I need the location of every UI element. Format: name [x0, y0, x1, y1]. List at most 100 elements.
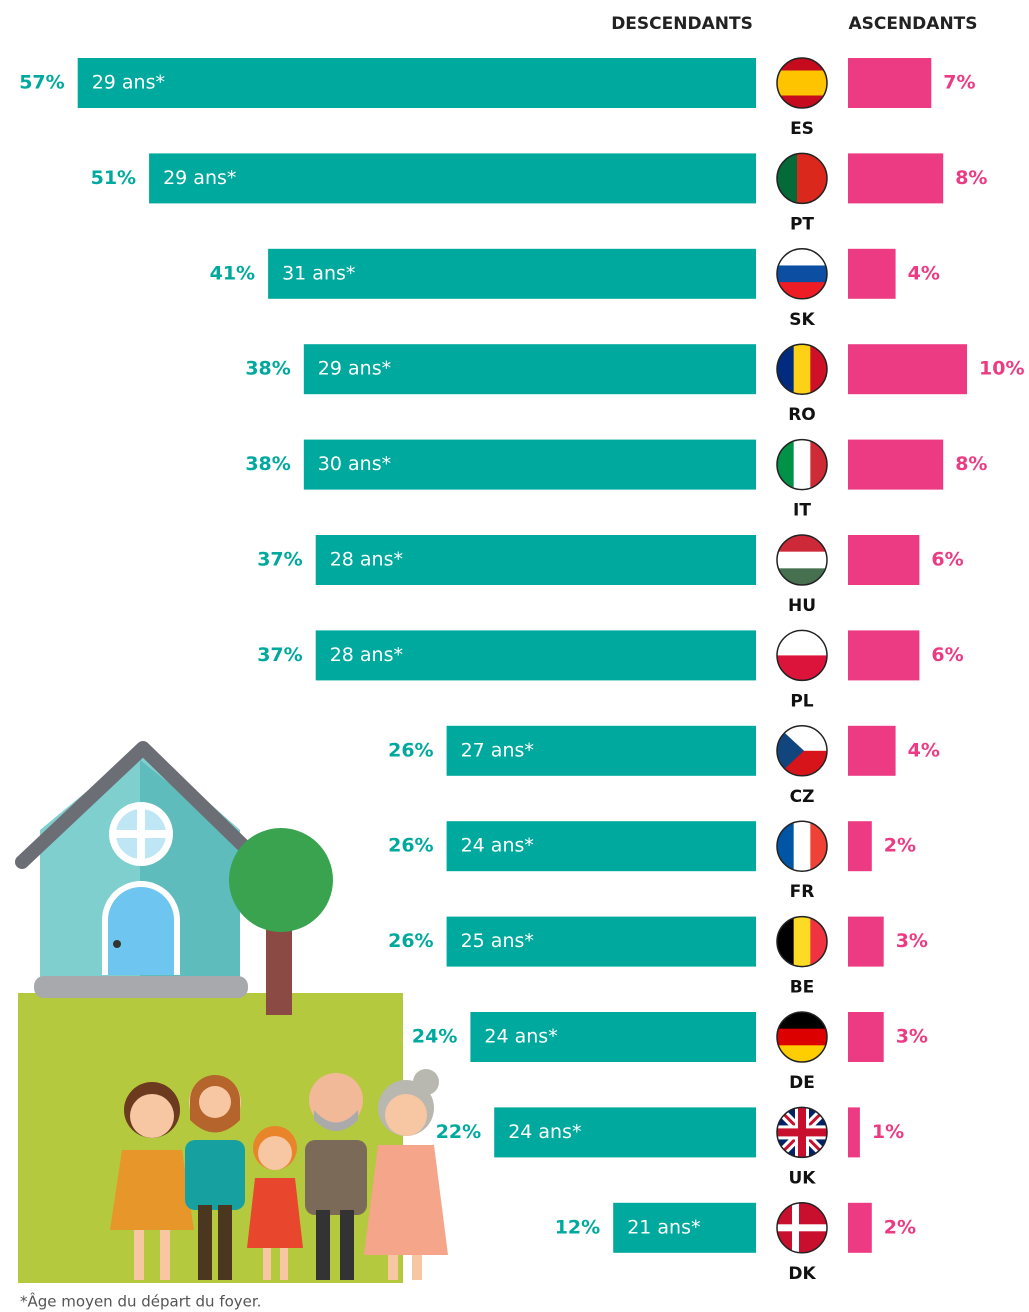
- flag-border: [776, 820, 828, 872]
- category-label: IT: [793, 501, 811, 521]
- flag-border: [776, 1202, 828, 1254]
- flag-border: [776, 1106, 828, 1159]
- value-label: 6%: [931, 549, 963, 571]
- flag-stripe: [777, 70, 827, 84]
- value-label: 4%: [908, 739, 940, 761]
- bar-label: 29 ans*: [92, 72, 165, 94]
- flag-stripe: [793, 916, 811, 967]
- bar: [848, 1202, 872, 1253]
- flag-stripe: [777, 344, 795, 395]
- flag-stripe: [777, 265, 827, 283]
- flag-stripe: [777, 282, 827, 299]
- flag-stripe: [777, 153, 788, 204]
- flag: [777, 1107, 827, 1158]
- flag-stripe: [777, 916, 795, 967]
- value-label: 26%: [388, 739, 433, 761]
- bar: [848, 344, 967, 395]
- value-label: 41%: [210, 262, 255, 284]
- footnote: *Âge moyen du départ du foyer.: [20, 1292, 261, 1311]
- bar: [303, 344, 756, 395]
- bar: [268, 248, 756, 299]
- value-label: 26%: [388, 835, 433, 857]
- bar: [848, 1012, 884, 1062]
- flag-stripe: [777, 535, 827, 553]
- value-label: 3%: [896, 930, 928, 952]
- flag-stripe: [777, 655, 827, 681]
- flag-border: [776, 57, 828, 109]
- flag: [777, 248, 827, 299]
- bar-label: 24 ans*: [461, 835, 534, 857]
- flag-stripe: [777, 95, 827, 108]
- category-label: SK: [789, 310, 815, 330]
- bar: [848, 630, 920, 681]
- category-label: HU: [788, 596, 816, 616]
- flag-stripe: [777, 83, 827, 96]
- bar-label: 29 ans*: [163, 167, 236, 189]
- series-header: ASCENDANTS: [848, 14, 977, 34]
- category-label: RO: [788, 405, 816, 425]
- flag: [777, 1012, 827, 1062]
- value-label: 6%: [931, 644, 963, 666]
- value-label: 38%: [245, 358, 290, 380]
- bar: [77, 58, 756, 108]
- value-label: 37%: [257, 549, 302, 571]
- flag-border: [776, 725, 828, 777]
- category-label: CZ: [790, 787, 815, 807]
- value-label: 4%: [908, 262, 940, 284]
- flag: [777, 153, 827, 204]
- bar: [848, 725, 896, 776]
- value-label: 57%: [19, 72, 64, 94]
- flag-shape: [777, 1128, 827, 1137]
- value-label: 2%: [884, 835, 916, 857]
- flag-border: [776, 248, 828, 300]
- bar: [315, 630, 756, 681]
- category-label: UK: [789, 1168, 817, 1188]
- flag: [777, 58, 827, 108]
- series-header: DESCENDANTS: [611, 14, 753, 34]
- flag-stripe: [793, 344, 811, 395]
- flag-stripe: [777, 248, 827, 266]
- flag-border: [776, 534, 828, 586]
- flag-stripe: [777, 551, 827, 569]
- flag: [777, 916, 827, 967]
- category-label: ES: [790, 119, 814, 139]
- category-label: DE: [789, 1073, 815, 1093]
- flag-stripe: [793, 821, 811, 872]
- category-label: BE: [790, 978, 815, 998]
- flag-border: [776, 915, 828, 968]
- bar: [848, 58, 932, 108]
- bar: [848, 535, 920, 585]
- bar: [303, 439, 756, 490]
- flag-border: [776, 438, 828, 491]
- bar: [446, 725, 756, 776]
- value-label: 2%: [884, 1216, 916, 1238]
- category-label: PL: [790, 691, 813, 711]
- bar-label: 21 ans*: [627, 1216, 700, 1238]
- category-label: FR: [790, 882, 815, 902]
- flag: [777, 344, 827, 395]
- bar-label: 24 ans*: [484, 1026, 557, 1048]
- bar-label: 28 ans*: [330, 644, 403, 666]
- bar: [446, 821, 756, 872]
- flag-shape: [777, 725, 804, 776]
- flag-stripe: [810, 439, 827, 490]
- bar: [149, 153, 757, 204]
- value-label: 10%: [979, 358, 1024, 380]
- value-label: 12%: [555, 1216, 600, 1238]
- bar-label: 27 ans*: [461, 739, 534, 761]
- flag: [777, 535, 827, 585]
- flag-stripe: [793, 439, 811, 490]
- bar-label: 30 ans*: [318, 453, 391, 475]
- flag-shape: [777, 1224, 827, 1232]
- bar: [848, 439, 944, 490]
- bar: [446, 916, 756, 967]
- flag-stripe: [807, 153, 818, 204]
- bar: [470, 1012, 756, 1062]
- value-label: 1%: [872, 1121, 904, 1143]
- flag: [777, 439, 827, 490]
- flag: [777, 1202, 827, 1253]
- flag-border: [776, 343, 828, 395]
- bar-label: 24 ans*: [508, 1121, 581, 1143]
- flag-stripe: [777, 439, 795, 490]
- value-label: 3%: [896, 1026, 928, 1048]
